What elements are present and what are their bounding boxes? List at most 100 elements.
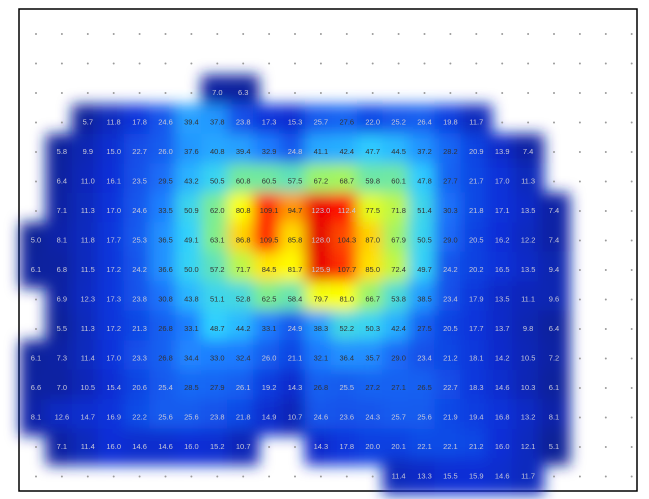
grid-dot	[294, 62, 296, 65]
cell-value: 21.7	[469, 176, 484, 185]
cell-value: 26.0	[158, 147, 173, 156]
cell-value: 21.3	[132, 324, 147, 333]
grid-dot	[630, 269, 633, 271]
grid-dot	[630, 92, 633, 94]
cell-value: 25.6	[184, 412, 199, 421]
cell-value: 15.3	[288, 117, 303, 126]
cell-value: 17.0	[495, 176, 510, 185]
grid-dot	[86, 475, 89, 478]
cell-value: 27.9	[210, 383, 225, 392]
cell-value: 41.1	[314, 147, 329, 156]
cell-value: 84.5	[262, 265, 277, 274]
cell-value: 53.8	[391, 294, 406, 303]
cell-value: 67.2	[314, 176, 329, 185]
grid-dot	[423, 62, 426, 65]
cell-value: 87.0	[365, 235, 380, 244]
cell-value: 52.8	[236, 294, 251, 303]
cell-value: 12.3	[80, 294, 95, 303]
grid-dot	[35, 151, 37, 153]
cell-value: 7.4	[549, 235, 559, 244]
cell-value: 34.4	[184, 353, 199, 362]
cell-value: 37.2	[417, 147, 432, 156]
grid-dot	[242, 33, 245, 35]
cell-value: 21.8	[236, 412, 251, 421]
grid-dot	[604, 416, 607, 419]
grid-dot	[578, 328, 581, 330]
cell-value: 21.8	[469, 206, 484, 215]
cell-value: 72.4	[391, 265, 406, 274]
cell-value: 60.8	[236, 176, 251, 185]
grid-dot	[630, 328, 633, 330]
grid-dot	[578, 33, 581, 35]
grid-dot	[294, 92, 296, 94]
grid-dot	[86, 62, 89, 65]
cell-value: 62.0	[210, 206, 225, 215]
cell-value: 33.0	[210, 353, 225, 362]
grid-dot	[190, 62, 193, 65]
heat-cell	[512, 458, 545, 495]
cell-value: 14.2	[495, 353, 510, 362]
grid-dot	[35, 92, 37, 94]
cell-value: 20.2	[469, 265, 484, 274]
grid-dot	[604, 92, 607, 94]
cell-value: 24.8	[288, 147, 303, 156]
cell-value: 39.4	[184, 117, 199, 126]
grid-dot	[604, 269, 607, 271]
cell-value: 14.3	[314, 442, 329, 451]
cell-value: 15.9	[469, 471, 484, 480]
cell-value: 36.5	[158, 235, 173, 244]
cell-value: 13.7	[495, 324, 510, 333]
cell-value: 20.6	[132, 383, 147, 392]
cell-value: 13.5	[521, 206, 536, 215]
cell-value: 33.1	[262, 324, 277, 333]
cell-value: 48.7	[210, 324, 225, 333]
grid-dot	[578, 121, 581, 124]
cell-value: 13.9	[495, 147, 510, 156]
grid-dot	[294, 475, 296, 478]
grid-dot	[423, 33, 426, 35]
cell-value: 44.5	[391, 147, 406, 156]
grid-dot	[86, 92, 89, 94]
grid-dot	[423, 92, 426, 94]
cell-value: 6.1	[31, 353, 41, 362]
grid-dot	[578, 210, 581, 212]
cell-value: 13.5	[495, 294, 510, 303]
cell-value: 19.8	[443, 117, 458, 126]
cell-value: 24.2	[443, 265, 458, 274]
cell-value: 67.9	[391, 235, 406, 244]
grid-dot	[604, 298, 607, 301]
grid-dot	[501, 92, 504, 94]
cell-value: 40.8	[210, 147, 225, 156]
cell-value: 51.1	[210, 294, 225, 303]
grid-dot	[553, 33, 555, 35]
grid-dot	[35, 180, 37, 183]
cell-value: 11.3	[81, 324, 95, 333]
grid-dot	[60, 475, 63, 478]
cell-value: 25.7	[314, 117, 329, 126]
cell-value: 17.2	[106, 265, 121, 274]
grid-dot	[35, 62, 37, 65]
grid-dot	[449, 62, 452, 65]
cell-value: 22.0	[365, 117, 380, 126]
cell-value: 7.3	[57, 353, 67, 362]
cell-value: 66.7	[365, 294, 380, 303]
cell-value: 50.3	[365, 324, 380, 333]
cell-value: 21.2	[443, 353, 458, 362]
cell-value: 6.1	[31, 265, 41, 274]
cell-value: 11.7	[469, 117, 483, 126]
cell-value: 27.6	[339, 117, 354, 126]
grid-dot	[630, 62, 633, 65]
grid-dot	[345, 33, 348, 35]
cell-value: 94.7	[288, 206, 303, 215]
cell-value: 33.5	[158, 206, 173, 215]
grid-dot	[630, 151, 633, 153]
cell-value: 24.3	[365, 412, 380, 421]
grid-dot	[319, 475, 322, 478]
grid-dot	[112, 33, 115, 35]
cell-value: 77.5	[365, 206, 380, 215]
grid-dot	[604, 357, 607, 360]
cell-value: 16.0	[495, 442, 510, 451]
grid-dot	[268, 92, 271, 94]
cell-value: 21.1	[288, 353, 303, 362]
cell-value: 32.1	[314, 353, 329, 362]
